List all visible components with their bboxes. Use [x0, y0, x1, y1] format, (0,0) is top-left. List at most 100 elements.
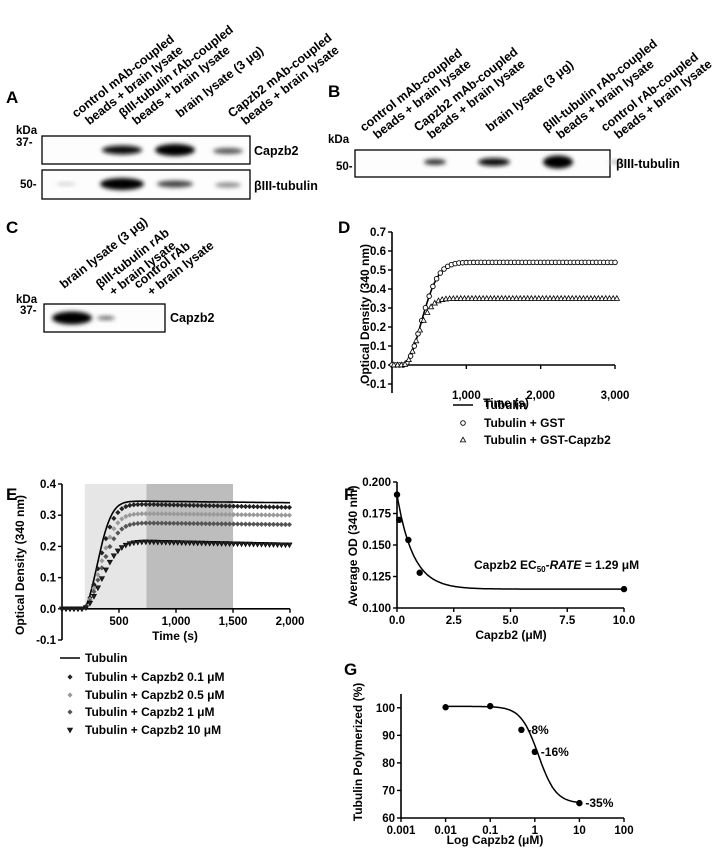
data-point — [138, 539, 145, 546]
data-point — [250, 521, 257, 527]
data-point — [472, 294, 479, 301]
data-point — [531, 294, 539, 301]
data-point — [250, 512, 257, 518]
data-point — [238, 503, 245, 509]
data-point — [182, 540, 189, 547]
data-point — [203, 511, 209, 517]
panel-d: D -0.1 0.0 0.1 0.2 0.3 0.4 0.5 0.6 0.7 1,000 2,000… — [338, 218, 629, 447]
data-point — [143, 511, 149, 517]
y-tick-label: 0.175 — [362, 509, 391, 521]
data-point — [594, 294, 602, 301]
data-point — [242, 512, 249, 518]
data-point — [230, 503, 237, 509]
data-point — [613, 294, 621, 301]
data-point — [568, 294, 576, 301]
data-point — [266, 521, 273, 527]
data-point — [546, 294, 554, 301]
data-point — [107, 524, 113, 530]
data-point — [286, 504, 293, 510]
panel-a-tubulin-label: βIII-tubulin — [254, 179, 318, 193]
data-point — [612, 259, 618, 266]
data-point — [103, 536, 109, 542]
data-point — [405, 356, 413, 363]
data-point — [427, 303, 435, 310]
data-point — [115, 530, 121, 536]
panel-a-capzb2-label: Capzb2 — [254, 144, 299, 158]
data-point — [286, 512, 293, 518]
data-point — [139, 511, 145, 517]
data-point — [195, 520, 201, 527]
data-point — [95, 572, 101, 578]
data-point — [199, 511, 205, 517]
data-point — [194, 540, 201, 547]
data-point — [123, 513, 129, 520]
y-tick-label: -0.1 — [366, 379, 386, 391]
y-tick-label: 0.1 — [370, 341, 387, 353]
data-point — [183, 502, 189, 508]
data-point — [230, 512, 237, 518]
panel-c-lane-labels: brain lysate (3 μg)βIII-tubulin rAb+ bra… — [57, 214, 216, 298]
panel-b-lane-labels: control mAb-coupledbeads + brain lysateC… — [357, 37, 714, 142]
data-point — [167, 511, 173, 517]
chart-d: -0.1 0.0 0.1 0.2 0.3 0.4 0.5 0.6 0.7 1,000 2,000 3,… — [358, 227, 629, 447]
data-point — [250, 541, 257, 548]
data-point — [207, 503, 213, 509]
data-point — [203, 521, 209, 527]
data-point — [202, 540, 209, 547]
y-axis-title: Optical Density (340 nm) — [13, 495, 27, 635]
annotation-part: Capzb2 EC — [474, 558, 537, 572]
y-tick-label: 0.6 — [370, 246, 386, 258]
data-point — [174, 540, 181, 546]
legend-label: Tubulin + Capzb2 10 μM — [85, 723, 221, 737]
panel-e: E -0.1 0.0 0.1 0.2 0.3 0.4 500 1,000 1,500 2,000 T… — [6, 479, 304, 737]
data-point — [422, 305, 429, 311]
legend-label: Tubulin + Capzb2 0.1 μM — [85, 670, 224, 684]
y-tick-label: 0.125 — [362, 572, 391, 584]
data-point — [234, 521, 241, 527]
y-tick-label: 70 — [382, 785, 395, 797]
annotation-part: - — [546, 558, 550, 572]
data-point — [123, 523, 129, 529]
data-point — [606, 294, 613, 301]
data-point — [262, 521, 269, 527]
band — [215, 182, 241, 188]
data-point — [143, 520, 149, 526]
data-point — [390, 361, 398, 368]
data-point — [107, 544, 113, 550]
data-point — [107, 534, 113, 540]
data-point — [99, 550, 105, 556]
data-point — [103, 553, 109, 560]
panel-a-lane-label: Capzb2 mAb-coupledbeads + brain lysate — [225, 31, 343, 132]
legend-label: Tubulin + Capzb2 0.5 μM — [85, 688, 224, 702]
x-tick-label: 10 — [573, 825, 586, 837]
band — [102, 145, 142, 155]
data-point — [171, 511, 177, 517]
panel-c: C brain lysate (3 μg)βIII-tubulin rAb+ b… — [6, 214, 216, 333]
data-point — [222, 521, 229, 527]
data-point — [86, 600, 94, 607]
panel-f-letter: F — [344, 485, 354, 504]
data-point — [178, 540, 185, 546]
data-point — [502, 294, 509, 301]
data-point — [278, 542, 285, 549]
band — [213, 148, 243, 154]
data-point — [158, 539, 165, 546]
data-point — [266, 542, 273, 548]
band — [609, 160, 627, 164]
data-point — [286, 521, 293, 528]
data-point — [230, 541, 237, 548]
data-point — [282, 512, 289, 518]
chart-f: 0.100 0.125 0.150 0.175 0.200 0.0 2.5 5.0 7.5 10.… — [346, 477, 639, 642]
data-point — [433, 275, 440, 282]
fit-curve — [396, 494, 623, 590]
data-point — [234, 503, 241, 509]
data-point — [199, 521, 205, 527]
data-point — [539, 294, 546, 301]
x-tick-label: 2,000 — [526, 390, 555, 402]
data-point — [139, 520, 145, 526]
x-tick-label: 3,000 — [601, 390, 630, 402]
data-point — [416, 569, 423, 576]
data-point — [207, 511, 213, 517]
data-point — [91, 585, 97, 591]
